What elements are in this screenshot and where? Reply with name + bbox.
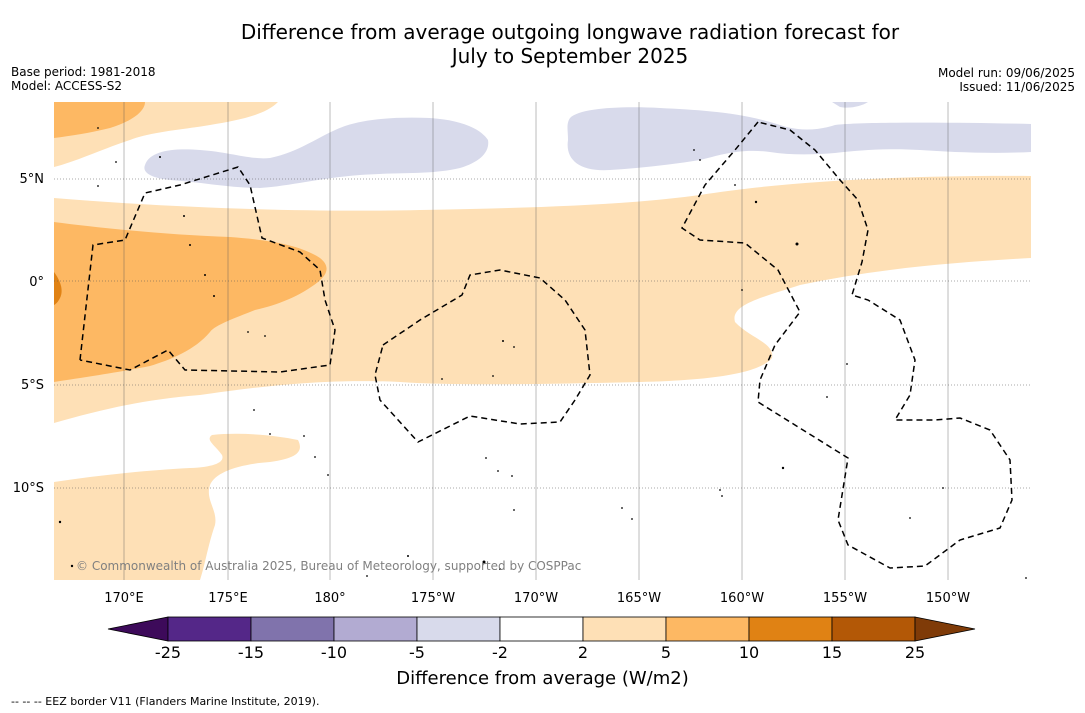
colorbar-extension-low: [107, 616, 169, 642]
anomaly-region-light-purple-1: [144, 117, 489, 188]
base-period-text: Base period: 1981-2018: [11, 65, 156, 79]
colorbar-extension-high: [914, 616, 976, 642]
eez-border-east: [681, 121, 1013, 569]
colorbar: [107, 616, 976, 642]
colorbar-tick-label: -25: [154, 643, 182, 662]
issued-text: Issued: 11/06/2025: [959, 80, 1075, 94]
title-line-1: Difference from average outgoing longwav…: [240, 20, 900, 44]
copyright-text: © Commonwealth of Australia 2025, Bureau…: [76, 559, 581, 573]
lon-label: 150°W: [926, 591, 970, 606]
colorbar-segment: [748, 616, 833, 642]
meta-left: Base period: 1981-2018 Model: ACCESS-S2: [11, 65, 156, 93]
colorbar-tick-label: 15: [821, 643, 843, 662]
lat-label: 10°S: [13, 481, 44, 496]
grid-lines: [54, 178, 1031, 489]
colorbar-segment: [665, 616, 750, 642]
anomaly-region-light-orange: [54, 175, 1031, 423]
lat-label: 0°: [29, 275, 44, 290]
lon-label: 165°W: [617, 591, 661, 606]
eez-border-west: [79, 166, 336, 373]
colorbar-tick-label: 25: [904, 643, 926, 662]
latitude-labels: 5°N 0° 5°S 10°S: [13, 172, 44, 496]
colorbar-segment: [250, 616, 335, 642]
colorbar-label: Difference from average (W/m2): [396, 668, 689, 689]
longitude-labels: 170°E 175°E 180° 175°W 170°W 165°W 160°W…: [104, 591, 970, 606]
colorbar-tick-label: -10: [320, 643, 348, 662]
anomaly-region-light-orange-sw: [54, 433, 300, 580]
colorbar-tick-label: -2: [492, 643, 508, 662]
colorbar-tick-label: -15: [237, 643, 265, 662]
colorbar-segment: [582, 616, 667, 642]
title-line-2: July to September 2025: [451, 44, 689, 68]
lon-label: 175°E: [208, 591, 248, 606]
lat-label: 5°S: [21, 378, 44, 393]
chart-title: Difference from average outgoing longwav…: [0, 20, 1085, 68]
anomaly-region-light-purple-3: [832, 102, 868, 108]
lon-label: 175°W: [411, 591, 455, 606]
model-run-text: Model run: 09/06/2025: [937, 66, 1075, 80]
anomaly-region-light-purple-2: [567, 107, 1031, 171]
lon-label: 180°: [314, 591, 345, 606]
lat-label: 5°N: [20, 172, 45, 187]
lon-label: 170°W: [514, 591, 558, 606]
model-text: Model: ACCESS-S2: [11, 79, 123, 93]
colorbar-segment: [333, 616, 418, 642]
eez-borders: [79, 121, 1013, 569]
lon-label: 155°W: [823, 591, 867, 606]
colorbar-segment: [499, 616, 584, 642]
colorbar-tick-label: 10: [738, 643, 760, 662]
eez-border-central: [374, 269, 591, 443]
lon-label: 170°E: [104, 591, 144, 606]
colorbar-tick-label: 5: [660, 643, 672, 662]
colorbar-tick-label: -5: [409, 643, 425, 662]
anomaly-region-orange: [54, 222, 327, 382]
islands: [58, 127, 1027, 579]
eez-legend-note: -- -- -- EEZ border V11 (Flanders Marine…: [11, 695, 320, 708]
meta-right: Model run: 09/06/2025 Issued: 11/06/2025: [938, 66, 1075, 94]
colorbar-segment: [416, 616, 501, 642]
anomaly-region-orange-nw: [54, 102, 145, 138]
grid-lines-vertical: [123, 102, 949, 580]
map-field: [54, 102, 1031, 580]
colorbar-segment: [831, 616, 916, 642]
colorbar-tick-label: 2: [577, 643, 589, 662]
anomaly-region-dark-orange: [54, 272, 62, 305]
lon-label: 160°W: [720, 591, 764, 606]
colorbar-segment: [167, 616, 252, 642]
